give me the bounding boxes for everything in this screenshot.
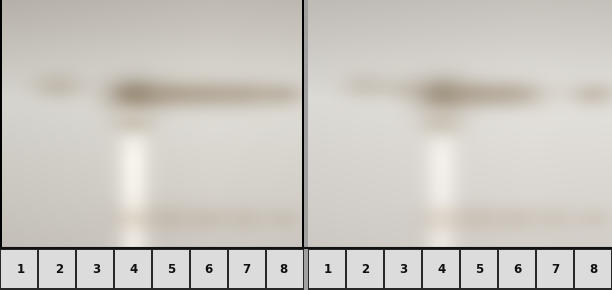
Text: 4: 4 bbox=[438, 263, 446, 276]
Text: 6: 6 bbox=[204, 263, 213, 276]
Text: 6: 6 bbox=[513, 263, 521, 276]
Text: 5: 5 bbox=[167, 263, 176, 276]
Text: 8: 8 bbox=[280, 263, 288, 276]
Text: 5: 5 bbox=[476, 263, 483, 276]
Text: 4: 4 bbox=[130, 263, 138, 276]
Text: 2: 2 bbox=[362, 263, 370, 276]
Text: 7: 7 bbox=[551, 263, 559, 276]
Text: 3: 3 bbox=[400, 263, 408, 276]
Text: 3: 3 bbox=[92, 263, 100, 276]
Text: 2: 2 bbox=[54, 263, 63, 276]
Text: 7: 7 bbox=[242, 263, 250, 276]
Text: 1: 1 bbox=[17, 263, 25, 276]
Text: 8: 8 bbox=[589, 263, 598, 276]
Text: 1: 1 bbox=[323, 263, 332, 276]
